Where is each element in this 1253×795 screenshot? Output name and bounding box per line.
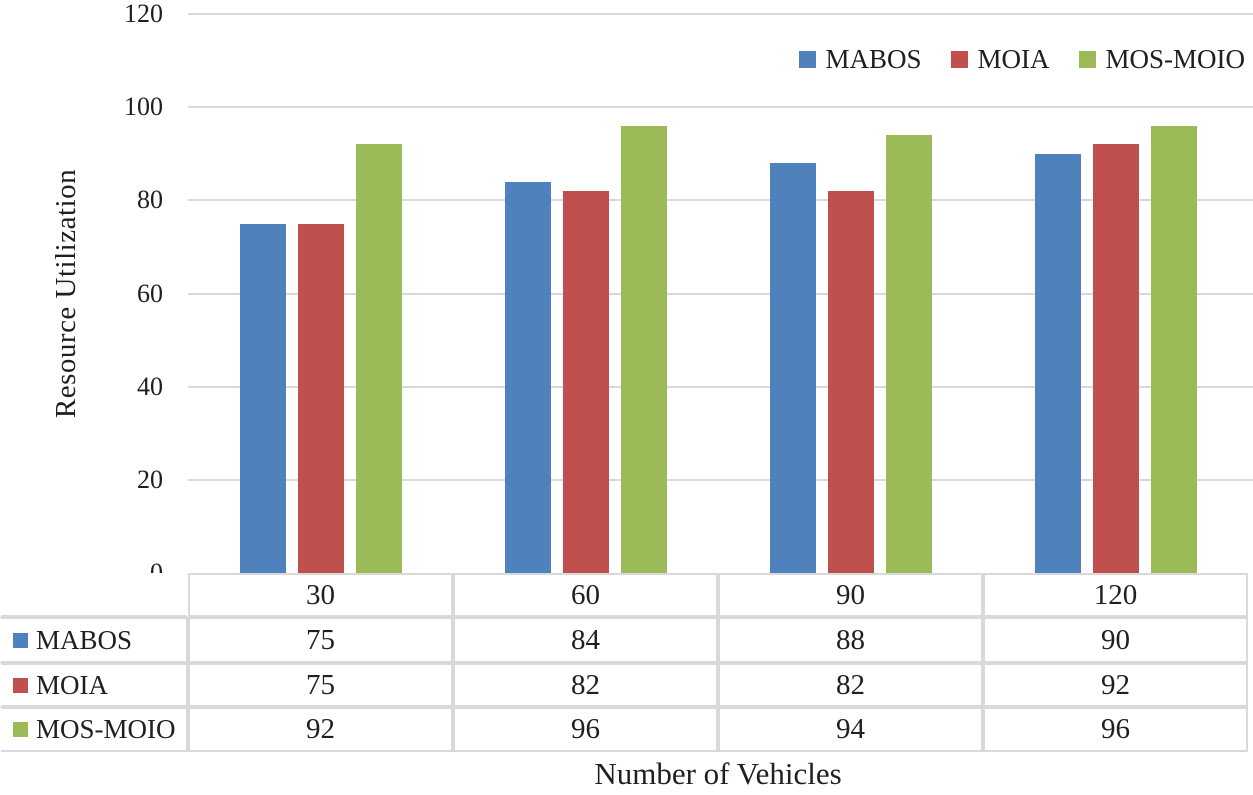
series-header-cell: MABOS <box>0 617 188 663</box>
legend-label: MOS-MOIO <box>1105 44 1245 74</box>
plot-area <box>188 13 1253 573</box>
value-cell: 92 <box>983 663 1248 707</box>
series-header-cell: MOIA <box>0 663 188 707</box>
x-axis-title: Number of Vehicles <box>188 752 1248 795</box>
gridline <box>188 292 1253 295</box>
y-tick-label: 100 <box>124 92 163 122</box>
x-axis-title-text: Number of Vehicles <box>594 755 842 791</box>
value-cell: 90 <box>983 617 1248 663</box>
gridline <box>188 478 1253 481</box>
bar-moia <box>297 223 344 573</box>
gridline <box>188 13 1253 15</box>
legend: MABOS MOIA MOS-MOIO <box>799 46 1245 73</box>
y-tick-label: 80 <box>137 185 163 215</box>
legend-item-mos-moio: MOS-MOIO <box>1079 46 1245 73</box>
legend-label: MOIA <box>977 44 1050 74</box>
gridline <box>188 385 1253 388</box>
bar-mos-moio <box>885 135 932 573</box>
series-swatch <box>13 722 28 737</box>
bar-mabos <box>239 223 286 573</box>
legend-item-moia: MOIA <box>951 46 1049 73</box>
legend-item-mabos: MABOS <box>799 46 921 73</box>
value-cell: 82 <box>718 663 983 707</box>
legend-swatch <box>1079 51 1097 68</box>
value-cell: 92 <box>188 707 453 752</box>
gridlines <box>188 13 1253 573</box>
series-swatch <box>13 677 28 693</box>
y-tick-label: 120 <box>124 0 163 28</box>
bar-mabos <box>1034 153 1081 573</box>
gridline <box>188 199 1253 202</box>
y-tick-label: 20 <box>137 464 163 494</box>
series-name: MABOS <box>36 624 133 655</box>
series-swatch <box>13 632 28 648</box>
legend-label: MABOS <box>825 44 922 74</box>
bar-group-90 <box>718 14 983 573</box>
value-cell: 82 <box>453 663 718 707</box>
bar-mabos <box>769 163 816 573</box>
category-cell: 90 <box>718 573 983 617</box>
table-corner-cell <box>0 573 188 617</box>
bar-mos-moio <box>355 144 402 573</box>
y-axis-ticks: 020406080100120 <box>0 1 163 586</box>
series-name: MOS-MOIO <box>36 714 176 744</box>
bar-group-60 <box>453 14 718 573</box>
series-header-cell: MOS-MOIO <box>0 707 188 752</box>
value-cell: 96 <box>983 707 1248 752</box>
y-tick-label: 60 <box>137 278 163 308</box>
value-cell: 88 <box>718 617 983 663</box>
bar-group-120 <box>983 14 1248 573</box>
value-cell: 96 <box>453 707 718 752</box>
category-cell: 60 <box>453 573 718 617</box>
legend-swatch <box>799 51 817 68</box>
category-cell: 120 <box>983 573 1248 617</box>
bar-mos-moio <box>620 125 667 573</box>
bar-mabos <box>504 181 551 573</box>
series-name: MOIA <box>36 669 108 700</box>
bars <box>188 14 1248 573</box>
data-table: 30 60 90 120 MABOS 75 84 88 90 MOIA 75 82 82 92 MOS-MO… <box>0 573 1248 752</box>
value-cell: 75 <box>188 663 453 707</box>
bar-moia <box>827 191 874 573</box>
value-cell: 94 <box>718 707 983 752</box>
value-cell: 84 <box>453 617 718 663</box>
bar-moia <box>1092 144 1139 573</box>
legend-swatch <box>951 51 969 68</box>
bar-moia <box>562 191 609 573</box>
y-tick-label: 40 <box>137 371 163 401</box>
value-cell: 75 <box>188 617 453 663</box>
bar-mos-moio <box>1150 125 1197 573</box>
bar-group-30 <box>188 14 453 573</box>
gridline <box>188 106 1253 109</box>
category-cell: 30 <box>188 573 453 617</box>
